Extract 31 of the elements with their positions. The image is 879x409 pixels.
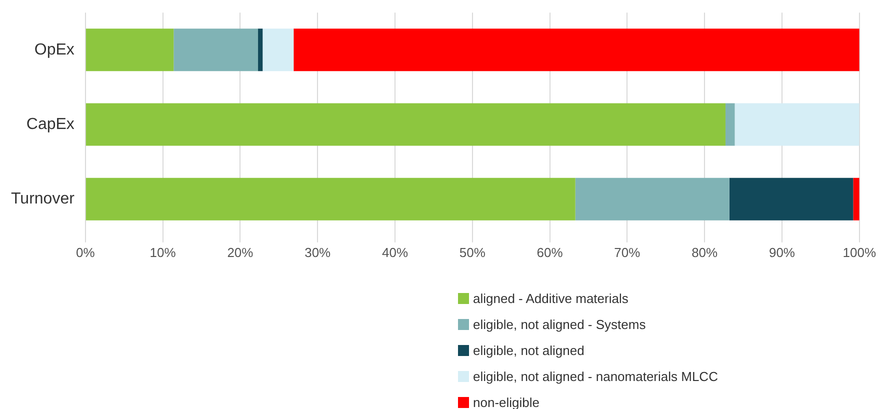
- bar: [174, 28, 258, 72]
- x-tick-label: 0%: [76, 244, 96, 260]
- y-tick-label: CapEx: [26, 116, 74, 133]
- bar: [86, 28, 174, 72]
- x-tick-label: 80%: [692, 244, 718, 260]
- bar: [258, 28, 263, 72]
- x-tick-label: 40%: [382, 244, 408, 260]
- bar: [853, 178, 860, 220]
- x-tick-label: 60%: [536, 244, 564, 260]
- legend-label: non-eligible: [473, 394, 540, 409]
- x-tick-label: 20%: [227, 244, 254, 260]
- x-tick-label: 90%: [768, 244, 796, 260]
- bar: [575, 178, 730, 220]
- y-tick-label: OpEx: [34, 41, 74, 58]
- x-tick-label: 50%: [459, 244, 486, 260]
- legend-label: aligned - Additive materials: [473, 290, 628, 306]
- bar: [86, 178, 576, 220]
- bar: [86, 103, 726, 146]
- legend-label: eligible, not aligned: [473, 342, 584, 358]
- legend-label: eligible, not aligned - nanomaterials MLCC: [473, 368, 718, 384]
- legend-label: eligible, not aligned - Systems: [473, 316, 646, 332]
- x-tick-label: 30%: [304, 244, 332, 260]
- x-tick-label: 10%: [150, 244, 176, 260]
- x-tick-label: 100%: [842, 244, 876, 260]
- bar: [729, 178, 854, 220]
- x-tick-label: 70%: [614, 244, 641, 260]
- y-tick-label: Turnover: [10, 190, 76, 208]
- bar: [294, 28, 860, 72]
- bar: [262, 28, 294, 72]
- bar: [734, 103, 860, 146]
- bar: [725, 103, 735, 146]
